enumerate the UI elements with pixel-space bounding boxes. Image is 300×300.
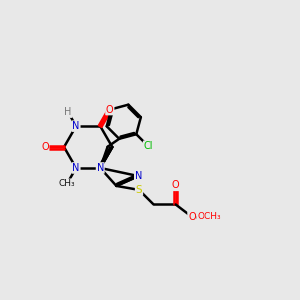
Text: O: O bbox=[172, 180, 179, 190]
Text: N: N bbox=[135, 171, 142, 181]
Text: OCH₃: OCH₃ bbox=[197, 212, 221, 221]
Text: N: N bbox=[97, 163, 104, 173]
Text: S: S bbox=[136, 185, 142, 195]
Text: N: N bbox=[72, 121, 80, 131]
Text: N: N bbox=[72, 163, 80, 173]
Text: CH₃: CH₃ bbox=[59, 179, 75, 188]
Text: Cl: Cl bbox=[144, 141, 153, 151]
Text: O: O bbox=[41, 142, 49, 152]
Text: O: O bbox=[188, 212, 196, 222]
Text: H: H bbox=[64, 107, 72, 117]
Text: O: O bbox=[106, 105, 114, 115]
